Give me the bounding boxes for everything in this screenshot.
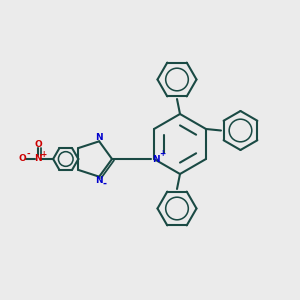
Text: O: O [19,154,26,164]
Text: -: - [103,178,106,188]
Text: +: + [159,149,166,158]
Text: O: O [34,140,42,149]
Text: +: + [40,150,46,159]
Text: N: N [34,154,42,164]
Text: -: - [26,149,30,158]
Text: N: N [95,176,103,185]
Text: N: N [95,133,103,142]
Text: N: N [152,154,159,164]
